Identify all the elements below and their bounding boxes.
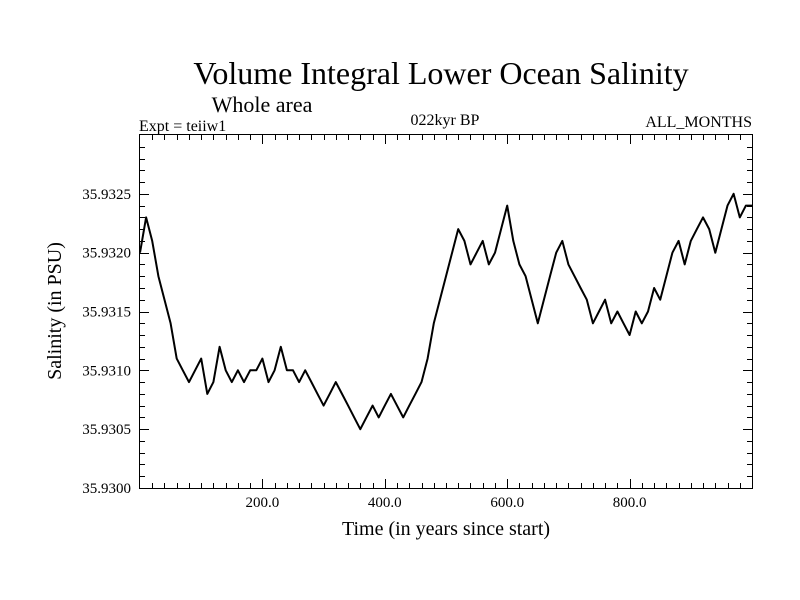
period-label: 022kyr BP (411, 112, 480, 129)
plot-frame (139, 134, 753, 489)
y-tick-label: 35.9305 (82, 422, 131, 438)
y-tick-label: 35.9320 (82, 246, 131, 262)
y-tick-label: 35.9325 (82, 187, 131, 203)
x-tick-label: 200.0 (246, 495, 280, 511)
chart-subtitle: Whole area (212, 92, 313, 117)
y-tick-label: 35.9310 (82, 363, 131, 379)
y-tick-label: 35.9300 (82, 481, 131, 497)
y-axis-ticks: 35.9300 35.9305 35.9310 35.9315 35.9320 35.93… (82, 147, 752, 497)
chart-title: Volume Integral Lower Ocean Salinity (193, 55, 688, 91)
series-layer (139, 192, 752, 431)
y-tick-label: 35.9315 (82, 305, 131, 321)
experiment-label: Expt = teiiw1 (139, 118, 226, 135)
months-label: ALL_MONTHS (645, 114, 752, 131)
x-tick-label: 600.0 (490, 495, 524, 511)
x-axis-ticks: 200.0 400.0 600.0 800.0 (152, 135, 741, 511)
x-tick-label: 800.0 (613, 495, 647, 511)
x-tick-label: 400.0 (368, 495, 402, 511)
y-axis-label: Salinity (in PSU) (44, 242, 66, 380)
salinity-series-line (139, 192, 752, 431)
x-axis-label: Time (in years since start) (342, 518, 550, 540)
